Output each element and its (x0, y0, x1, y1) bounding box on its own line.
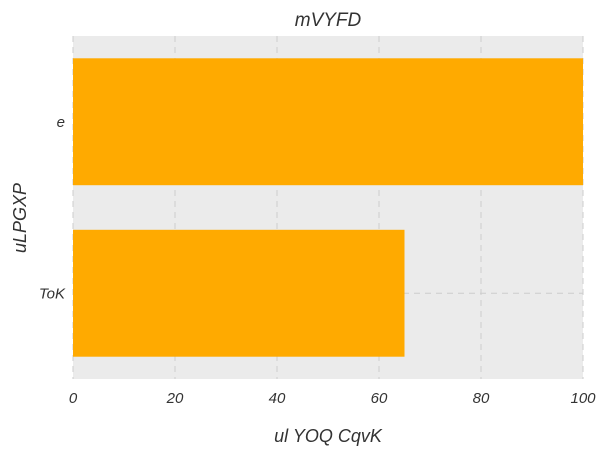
x-tick-label: 100 (570, 390, 596, 407)
bars (73, 58, 583, 357)
x-tick-label: 0 (69, 390, 78, 407)
x-tick-label: 40 (269, 390, 286, 407)
x-tick-label: 80 (473, 390, 490, 407)
chart-title: mVYFD (295, 10, 362, 31)
x-axis-label: ul YOQ CqvK (274, 426, 383, 446)
y-tick-label: e (57, 114, 65, 131)
y-axis-label: uLPGXP (10, 183, 30, 253)
y-tick-label: ToK (39, 285, 66, 302)
x-tick-label: 20 (166, 390, 184, 407)
tick-labels: 0 20 40 60 80 100 e ToK (39, 114, 596, 407)
bar-e (73, 58, 583, 186)
x-tick-label: 60 (371, 390, 388, 407)
bar-tok (73, 229, 405, 357)
